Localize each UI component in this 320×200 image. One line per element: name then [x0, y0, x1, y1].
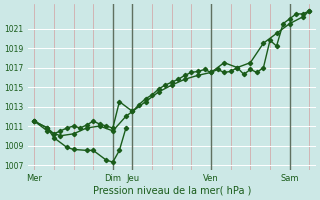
X-axis label: Pression niveau de la mer( hPa ): Pression niveau de la mer( hPa ) [92, 186, 251, 196]
